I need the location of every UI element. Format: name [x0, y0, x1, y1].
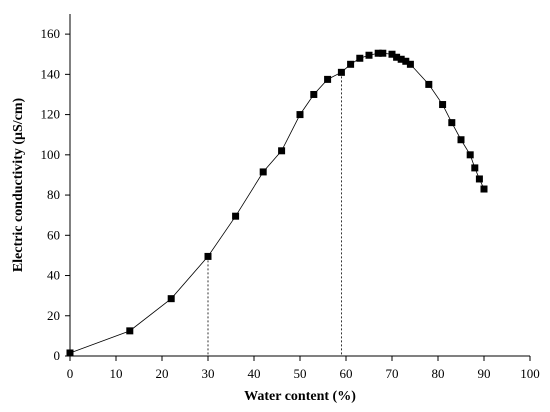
x-tick-label: 80: [432, 366, 445, 381]
data-point: [365, 51, 373, 59]
x-tick-label: 30: [202, 366, 215, 381]
data-point: [448, 119, 456, 127]
axis-ticks: 0 10 20 30 40 50 60 70 80 90 100 0 20 40 60 80 100 120 140…: [41, 26, 540, 381]
x-tick-label: 100: [520, 366, 540, 381]
x-tick-label: 10: [110, 366, 123, 381]
data-point: [480, 185, 488, 193]
y-tick-label: 80: [47, 187, 60, 202]
data-point: [278, 147, 286, 155]
data-point: [232, 212, 240, 220]
data-point: [475, 175, 483, 183]
data-point: [425, 80, 433, 88]
data-point: [347, 60, 355, 68]
data-point: [356, 54, 364, 62]
x-tick-label: 0: [67, 366, 74, 381]
y-tick-label: 140: [41, 66, 61, 81]
data-point: [204, 252, 212, 260]
data-point: [296, 111, 304, 119]
data-point: [393, 53, 401, 61]
x-tick-label: 60: [340, 366, 353, 381]
data-point: [337, 68, 345, 76]
data-point: [406, 60, 414, 68]
data-point: [374, 49, 382, 57]
reference-lines: [207, 72, 342, 356]
data-point: [439, 101, 447, 109]
data-point: [167, 295, 175, 303]
x-tick-label: 50: [294, 366, 307, 381]
data-point: [457, 136, 465, 144]
data-point: [471, 164, 479, 172]
x-tick-label: 70: [386, 366, 399, 381]
data-point: [397, 55, 405, 63]
x-tick-label: 90: [478, 366, 491, 381]
y-tick-label: 40: [47, 268, 60, 283]
data-point: [466, 151, 474, 159]
y-tick-label: 20: [47, 308, 60, 323]
data-point: [310, 90, 318, 98]
data-series: [66, 49, 488, 357]
y-tick-label: 60: [47, 227, 60, 242]
data-point: [388, 50, 396, 58]
y-tick-label: 100: [41, 147, 61, 162]
y-tick-label: 0: [54, 348, 61, 363]
data-point: [66, 349, 74, 357]
data-point: [379, 49, 387, 57]
y-tick-label: 120: [41, 107, 61, 122]
x-axis-title: Water content (%): [244, 389, 356, 404]
y-tick-label: 160: [41, 26, 61, 41]
series-line: [69, 52, 485, 354]
data-point: [259, 168, 267, 176]
y-axis-title: Electric conductivity (μS/cm): [11, 97, 26, 272]
data-point: [126, 327, 134, 335]
data-point: [324, 75, 332, 83]
x-tick-label: 40: [248, 366, 261, 381]
data-point: [402, 57, 410, 65]
x-tick-label: 20: [156, 366, 169, 381]
